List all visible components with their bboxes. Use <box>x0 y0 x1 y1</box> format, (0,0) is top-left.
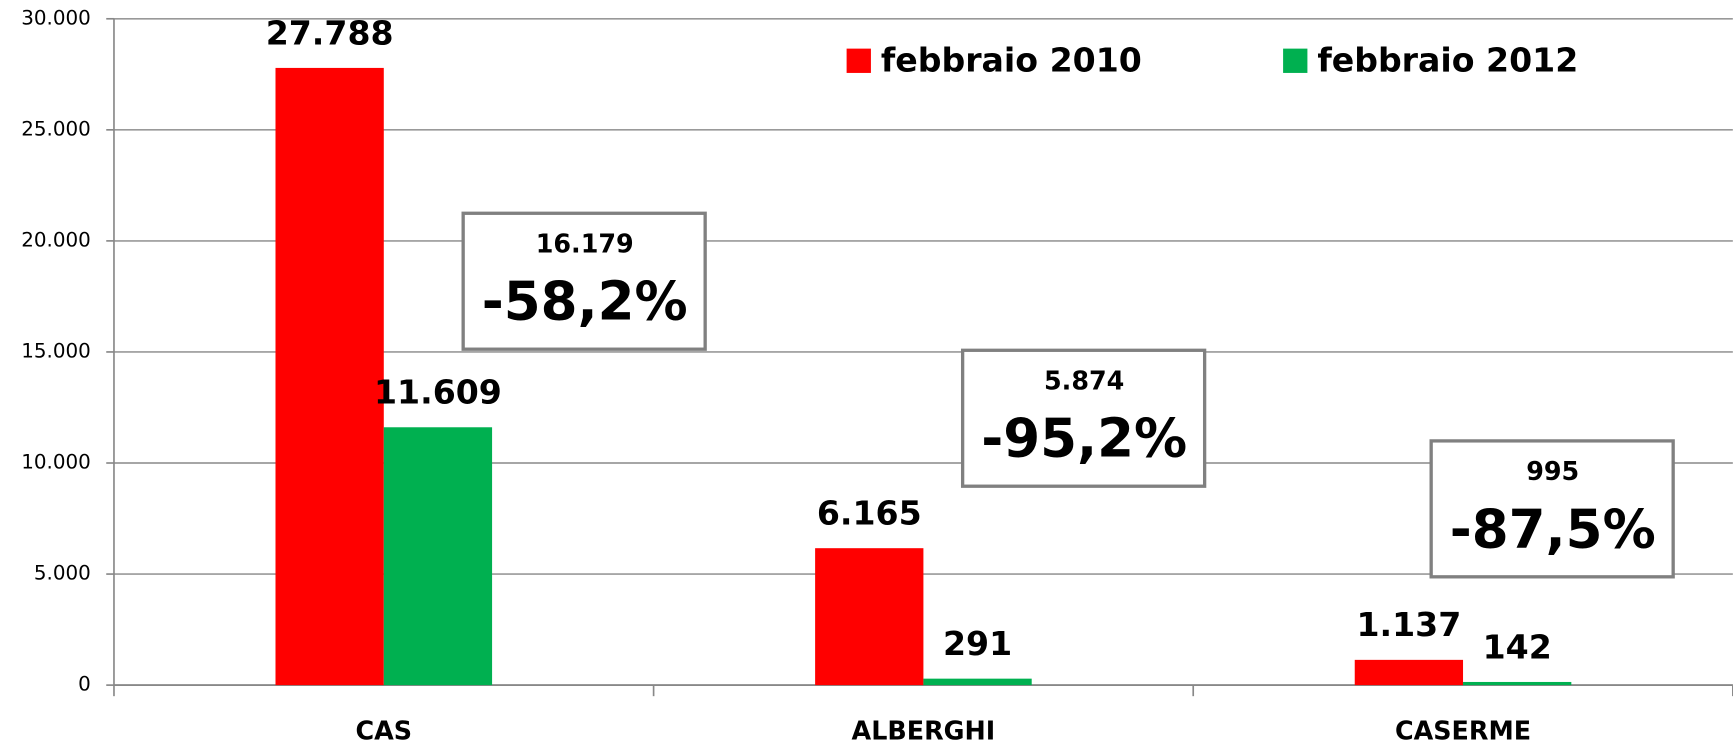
y-tick-label: 20.000 <box>21 228 91 251</box>
y-tick-label: 30.000 <box>21 6 91 29</box>
value-label: 11.609 <box>374 373 502 412</box>
value-label: 142 <box>1483 627 1552 666</box>
annotation-change: -87,5% <box>1450 498 1656 560</box>
x-tick-label: CAS <box>355 716 412 746</box>
bar <box>383 427 493 686</box>
annotation-change: -58,2% <box>482 271 688 333</box>
x-tick-label: CASERME <box>1395 716 1531 746</box>
legend-label: febbraio 2012 <box>1317 40 1578 79</box>
annotation-difference: 995 <box>1526 456 1579 486</box>
value-label: 1.137 <box>1356 605 1461 644</box>
legend-label: febbraio 2010 <box>881 40 1142 79</box>
value-label: 6.165 <box>817 494 922 533</box>
bar <box>923 678 1032 686</box>
value-label: 27.788 <box>266 13 394 52</box>
annotation-box <box>960 348 1207 488</box>
bar <box>275 67 384 686</box>
annotation-box <box>1429 439 1675 579</box>
annotation-difference: 16.179 <box>536 228 634 258</box>
y-tick-label: 10.000 <box>21 451 91 474</box>
bar <box>815 548 924 686</box>
legend-swatch <box>1283 48 1308 73</box>
x-tick-label: ALBERGHI <box>852 716 996 746</box>
annotation-box <box>461 211 707 351</box>
value-label: 291 <box>943 624 1012 663</box>
bar <box>1354 659 1464 686</box>
legend-swatch <box>846 48 871 73</box>
bar <box>1463 681 1572 686</box>
annotation-difference: 5.874 <box>1044 365 1124 395</box>
y-tick-label: 0 <box>78 673 91 696</box>
y-tick-label: 5.000 <box>34 562 91 585</box>
annotation-change: -95,2% <box>981 408 1187 470</box>
y-tick-label: 25.000 <box>21 117 91 140</box>
marks <box>275 67 1572 686</box>
y-tick-label: 15.000 <box>21 339 91 362</box>
